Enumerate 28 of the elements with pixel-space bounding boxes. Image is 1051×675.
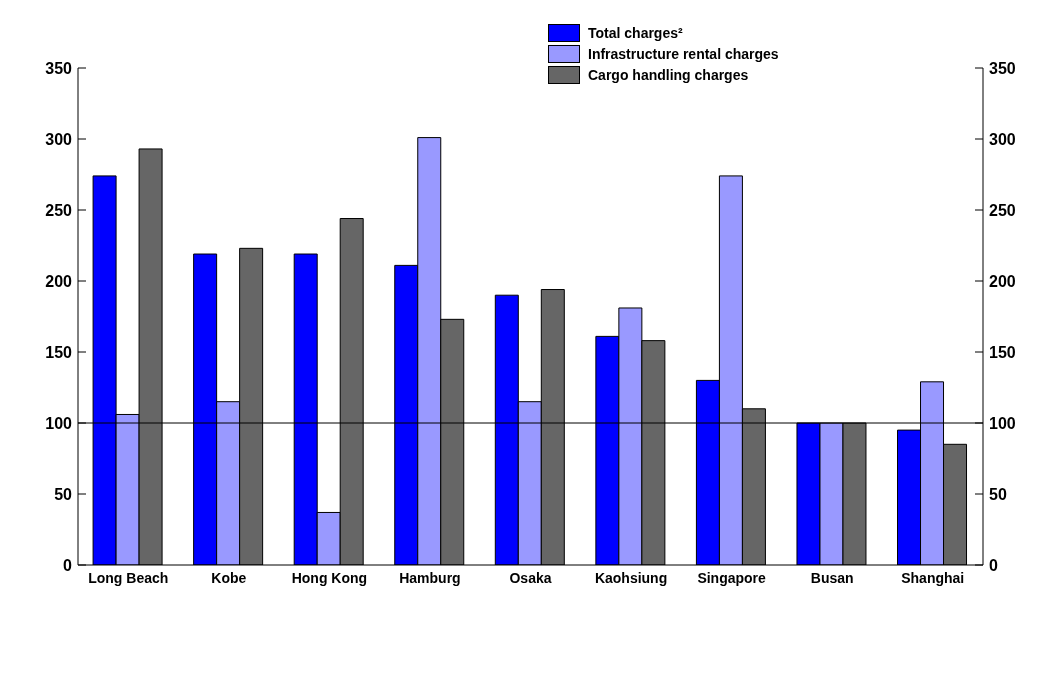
y2-tick-label: 250 [989,201,1016,219]
y-tick-label: 150 [45,343,73,361]
x-tick-label: Hong Kong [291,569,368,586]
x-tick-label: Busan [810,569,854,586]
x-tick-label: Shanghai [901,569,965,586]
y-tick-label: 300 [45,130,73,148]
y-tick-label: 100 [45,414,73,432]
y2-tick-label: 350 [989,59,1016,77]
y2-tick-label: 0 [989,556,998,574]
y2-tick-label: 300 [989,130,1016,148]
x-tick-label: Singapore [697,569,767,586]
y-tick-label: 50 [54,485,73,503]
x-tick-label: Hamburg [399,569,461,586]
x-tick-label: Long Beach [88,569,169,586]
y-tick-label: 350 [45,59,73,77]
y-tick-label: 0 [63,556,73,574]
x-tick-label: Osaka [509,569,552,586]
y-tick-label: 200 [45,272,73,290]
y2-tick-label: 100 [989,414,1016,432]
y2-tick-label: 150 [989,343,1016,361]
y-tick-label: 250 [45,201,73,219]
y2-tick-label: 200 [989,272,1016,290]
x-tick-label: Kobe [211,569,247,586]
y2-tick-label: 50 [989,485,1007,503]
legend-label: Cargo handling charges [588,66,749,83]
legend-label: Total charges² [588,24,683,41]
x-tick-label: Kaohsiung [594,569,668,586]
legend-label: Infrastructure rental charges [588,45,779,62]
